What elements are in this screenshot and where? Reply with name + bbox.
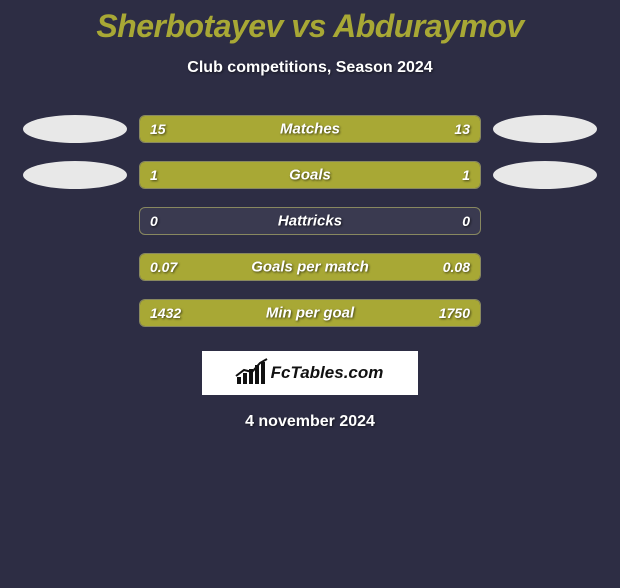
avatar-spacer — [23, 207, 127, 235]
avatar-spacer — [493, 299, 597, 327]
stat-label: Goals per match — [140, 259, 480, 276]
stat-label: Hattricks — [140, 213, 480, 230]
player-right-avatar — [493, 115, 597, 143]
stat-row: 00Hattricks — [0, 207, 620, 235]
stat-bar: 11Goals — [139, 161, 481, 189]
stat-bar: 00Hattricks — [139, 207, 481, 235]
stats-container: 1513Matches 11Goals 00Hattricks 0.070.08Goa… — [0, 115, 620, 327]
player-left-avatar — [23, 115, 127, 143]
subtitle: Club competitions, Season 2024 — [0, 59, 620, 77]
logo-chart-icon — [237, 362, 265, 384]
stat-label: Matches — [140, 121, 480, 138]
stat-row: 0.070.08Goals per match — [0, 253, 620, 281]
stat-label: Goals — [140, 167, 480, 184]
date-label: 4 november 2024 — [0, 413, 620, 431]
logo-box: FcTables.com — [202, 351, 418, 395]
stat-row: 14321750Min per goal — [0, 299, 620, 327]
page-title: Sherbotayev vs Abduraymov — [0, 8, 620, 45]
avatar-spacer — [23, 253, 127, 281]
stat-bar: 14321750Min per goal — [139, 299, 481, 327]
stat-row: 11Goals — [0, 161, 620, 189]
stat-bar: 0.070.08Goals per match — [139, 253, 481, 281]
logo-text: FcTables.com — [271, 363, 384, 383]
avatar-spacer — [493, 207, 597, 235]
player-right-avatar — [493, 161, 597, 189]
player-left-avatar — [23, 161, 127, 189]
avatar-spacer — [493, 253, 597, 281]
stat-label: Min per goal — [140, 305, 480, 322]
avatar-spacer — [23, 299, 127, 327]
stat-row: 1513Matches — [0, 115, 620, 143]
stat-bar: 1513Matches — [139, 115, 481, 143]
